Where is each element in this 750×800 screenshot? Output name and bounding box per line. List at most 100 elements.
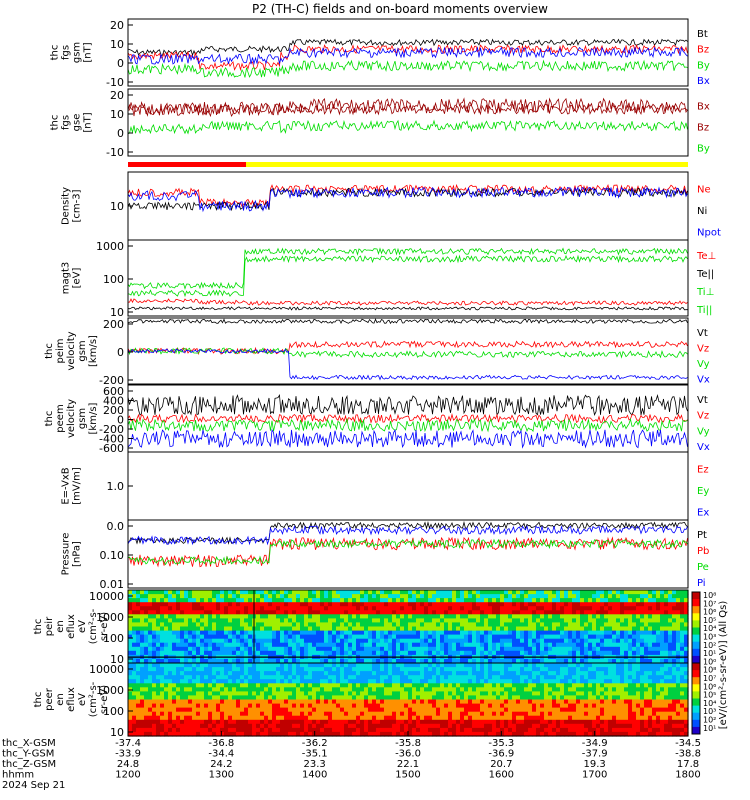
spec-cell <box>452 622 457 628</box>
spec-cell <box>532 675 537 680</box>
spec-cell <box>492 646 497 652</box>
spec-cell <box>584 598 589 603</box>
spec-cell <box>184 691 189 697</box>
spec-cell <box>596 638 601 644</box>
spec-cell <box>568 638 573 644</box>
spec-cell <box>204 594 209 599</box>
spec-cell <box>444 610 449 615</box>
spec-cell <box>372 634 377 640</box>
spec-cell <box>684 614 689 619</box>
spec-cell <box>524 630 529 636</box>
spec-cell <box>256 650 261 656</box>
spec-cell <box>200 719 205 725</box>
spec-cell <box>344 671 349 676</box>
spec-cell <box>412 671 417 676</box>
spec-cell <box>496 646 501 652</box>
spec-cell <box>292 667 297 672</box>
spec-cell <box>192 731 197 737</box>
spec-cell <box>512 622 517 628</box>
spec-cell <box>568 590 573 595</box>
spec-cell <box>444 719 449 725</box>
spec-cell <box>144 715 149 721</box>
spec-cell <box>172 590 177 595</box>
spec-cell <box>336 723 341 729</box>
spec-cell <box>564 719 569 725</box>
spec-cell <box>196 658 201 664</box>
spec-cell <box>480 594 485 599</box>
spec-cell <box>332 691 337 697</box>
spec-cell <box>564 606 569 611</box>
spec-cell <box>268 711 273 717</box>
spec-cell <box>432 683 437 688</box>
spec-cell <box>364 630 369 636</box>
spec-cell <box>624 719 629 725</box>
spec-cell <box>236 719 241 725</box>
spec-cell <box>548 667 553 672</box>
spec-cell <box>152 614 157 619</box>
spec-cell <box>296 671 301 676</box>
spec-cell <box>572 638 577 644</box>
spec-cell <box>336 727 341 733</box>
spec-cell <box>544 695 549 701</box>
spec-cell <box>644 626 649 632</box>
spec-cell <box>388 699 393 705</box>
spec-cell <box>488 622 493 628</box>
spec-cell <box>564 618 569 624</box>
spec-cell <box>336 606 341 611</box>
spec-cell <box>420 703 425 709</box>
spec-cell <box>548 646 553 652</box>
spec-cell <box>620 614 625 619</box>
spec-cell <box>176 695 181 701</box>
spec-cell <box>172 723 177 729</box>
spec-cell <box>608 723 613 729</box>
spec-cell <box>408 727 413 733</box>
spec-cell <box>208 691 213 697</box>
spec-cell <box>484 683 489 688</box>
spec-cell <box>624 606 629 611</box>
spec-cell <box>440 590 445 595</box>
spec-cell <box>548 618 553 624</box>
spec-cell <box>536 646 541 652</box>
spec-cell <box>212 695 217 701</box>
spec-cell <box>316 667 321 672</box>
spec-cell <box>264 667 269 672</box>
spec-cell <box>420 699 425 705</box>
spec-cell <box>524 727 529 733</box>
spec-cell <box>348 642 353 648</box>
spec-cell <box>632 638 637 644</box>
spec-cell <box>232 711 237 717</box>
spec-cell <box>444 606 449 611</box>
spec-cell <box>508 590 513 595</box>
spec-cell <box>360 598 365 603</box>
spec-cell <box>516 687 521 692</box>
spec-cell <box>512 610 517 615</box>
spec-cell <box>260 679 265 684</box>
spec-cell <box>172 691 177 697</box>
spec-cell <box>256 719 261 725</box>
spec-cell <box>400 671 405 676</box>
spec-cell <box>156 618 161 624</box>
spec-cell <box>440 719 445 725</box>
spec-cell <box>280 671 285 676</box>
spec-cell <box>660 642 665 648</box>
spec-cell <box>668 638 673 644</box>
spec-cell <box>392 638 397 644</box>
spec-cell <box>312 671 317 676</box>
spec-cell <box>608 683 613 688</box>
spec-cell <box>452 671 457 676</box>
y-tick-label: 600 <box>103 385 124 398</box>
spec-cell <box>572 626 577 632</box>
panel-frame <box>127 317 689 385</box>
spec-cell <box>604 614 609 619</box>
spec-cell <box>196 699 201 705</box>
spec-cell <box>528 715 533 721</box>
spec-cell <box>164 731 169 737</box>
spec-cell <box>436 703 441 709</box>
spec-cell <box>388 679 393 684</box>
spec-cell <box>252 683 257 688</box>
spec-cell <box>404 683 409 688</box>
spec-cell <box>180 602 185 607</box>
spec-cell <box>372 650 377 656</box>
spec-cell <box>660 626 665 632</box>
spec-cell <box>212 667 217 672</box>
